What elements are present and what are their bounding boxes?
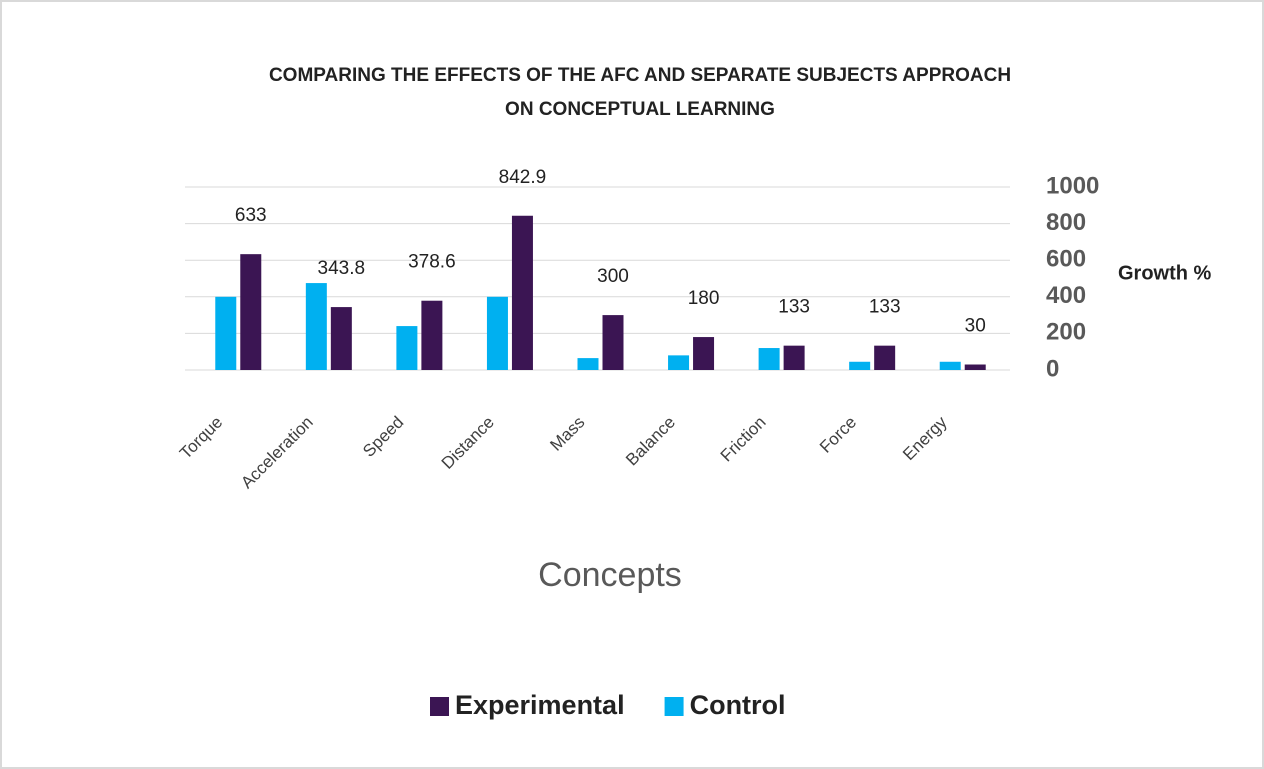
bar xyxy=(783,345,805,370)
data-label: 633 xyxy=(235,205,267,226)
data-label: 842.9 xyxy=(499,167,547,188)
y-tick-label: 1000 xyxy=(1046,172,1099,199)
bar xyxy=(577,358,599,370)
legend-label: Control xyxy=(690,690,786,720)
data-label: 343.8 xyxy=(318,258,366,279)
bar xyxy=(511,215,533,370)
bar xyxy=(486,296,508,370)
bar xyxy=(215,296,237,370)
bar xyxy=(602,315,624,370)
bar xyxy=(396,326,418,370)
bar xyxy=(240,254,262,370)
data-label: 133 xyxy=(778,297,810,318)
y-tick-label: 600 xyxy=(1046,246,1086,273)
legend-swatch xyxy=(664,697,684,716)
chart-subtitle: ON CONCEPTUAL LEARNING xyxy=(505,99,775,120)
bar xyxy=(668,355,690,370)
data-label: 133 xyxy=(869,297,901,318)
data-label: 30 xyxy=(965,316,986,337)
y-axis-label: Growth % xyxy=(1118,262,1212,284)
x-axis-label: Concepts xyxy=(538,556,682,594)
bar xyxy=(964,364,986,370)
bar xyxy=(305,283,327,370)
bar xyxy=(330,307,352,370)
data-label: 378.6 xyxy=(408,252,456,273)
legend-label: Experimental xyxy=(455,690,625,720)
bar xyxy=(939,361,961,370)
data-label: 180 xyxy=(688,288,720,309)
data-label: 300 xyxy=(597,266,629,287)
y-tick-label: 400 xyxy=(1046,282,1086,309)
bar xyxy=(874,345,896,370)
y-tick-label: 800 xyxy=(1046,209,1086,236)
bar xyxy=(421,300,443,370)
bar xyxy=(849,361,871,370)
y-tick-label: 200 xyxy=(1046,319,1086,346)
y-tick-label: 0 xyxy=(1046,355,1059,382)
bar xyxy=(693,337,715,370)
bar xyxy=(758,348,780,370)
legend-swatch xyxy=(430,697,449,716)
chart-title: COMPARING THE EFFECTS OF THE AFC AND SEP… xyxy=(269,65,1011,86)
